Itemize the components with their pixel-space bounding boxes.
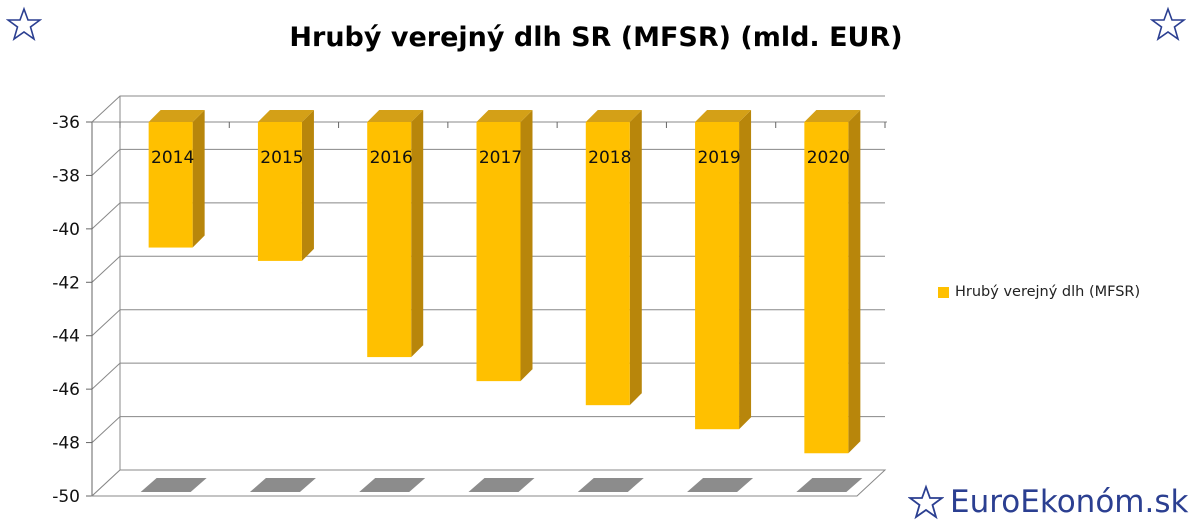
bar-side [411, 110, 424, 358]
star-outline-icon [1150, 6, 1186, 41]
x-tick-label: 2018 [588, 148, 631, 168]
bar-top [257, 110, 314, 122]
floor-shadow [796, 478, 863, 492]
bars [148, 110, 861, 454]
brand-logo: EuroEkonóm.sk [908, 480, 1188, 524]
y-tick-label: -36 [52, 113, 80, 133]
legend-swatch [938, 286, 949, 298]
gridline [91, 95, 885, 123]
bar [695, 122, 740, 430]
legend: Hrubý verejný dlh (MFSR) [938, 284, 1140, 300]
floor-shadow [359, 478, 426, 492]
x-tick-label: 2014 [151, 148, 194, 168]
bar-top [476, 110, 533, 122]
x-tick-label: 2019 [697, 148, 740, 168]
bar [476, 122, 521, 382]
bar-side [739, 110, 752, 430]
y-tick-label: -42 [52, 273, 80, 293]
bar-side [301, 110, 314, 261]
floor-shadow [687, 478, 754, 492]
y-tick-label: -40 [52, 220, 80, 240]
x-tick-label: 2020 [807, 148, 850, 168]
gridline [91, 416, 885, 443]
bar [367, 122, 412, 358]
bar [804, 122, 849, 454]
x-tick-label: 2017 [479, 148, 522, 168]
bar-side [520, 110, 533, 382]
bar-top [367, 110, 424, 122]
y-tick-label: -48 [52, 434, 80, 454]
floor-shadow [468, 478, 535, 492]
y-tick-label: -50 [52, 487, 80, 507]
legend-label: Hrubý verejný dlh (MFSR) [955, 284, 1141, 300]
x-tick-label: 2015 [260, 148, 303, 168]
bar-side [192, 110, 205, 248]
x-tick-label: 2016 [370, 148, 413, 168]
chart-floor [90, 469, 887, 497]
star-outline-icon [6, 6, 42, 41]
y-axis: -36 -38 -40 -42 -44 -46 -48 -50 [52, 113, 887, 507]
floor-shadow [577, 478, 644, 492]
bar-top [585, 110, 642, 122]
bar [148, 122, 193, 248]
star-outline-icon [908, 484, 944, 520]
y-tick-label: -38 [52, 166, 80, 186]
floor-shadow [140, 478, 207, 492]
floor-shadow [249, 478, 316, 492]
brand-text: EuroEkonóm.sk [950, 484, 1189, 520]
bar-top [695, 110, 752, 122]
bar-top [804, 110, 861, 122]
bar [257, 122, 302, 261]
bar-side [629, 110, 642, 406]
y-tick-label: -46 [52, 380, 80, 400]
category-labels: 2014 2015 2016 2017 2018 2019 2020 [151, 148, 850, 168]
y-tick-label: -44 [52, 327, 80, 347]
bar-top [148, 110, 205, 122]
bar [585, 122, 630, 406]
bar-side [848, 110, 861, 454]
chart-title: Hrubý verejný dlh SR (MFSR) (mld. EUR) [289, 22, 903, 53]
